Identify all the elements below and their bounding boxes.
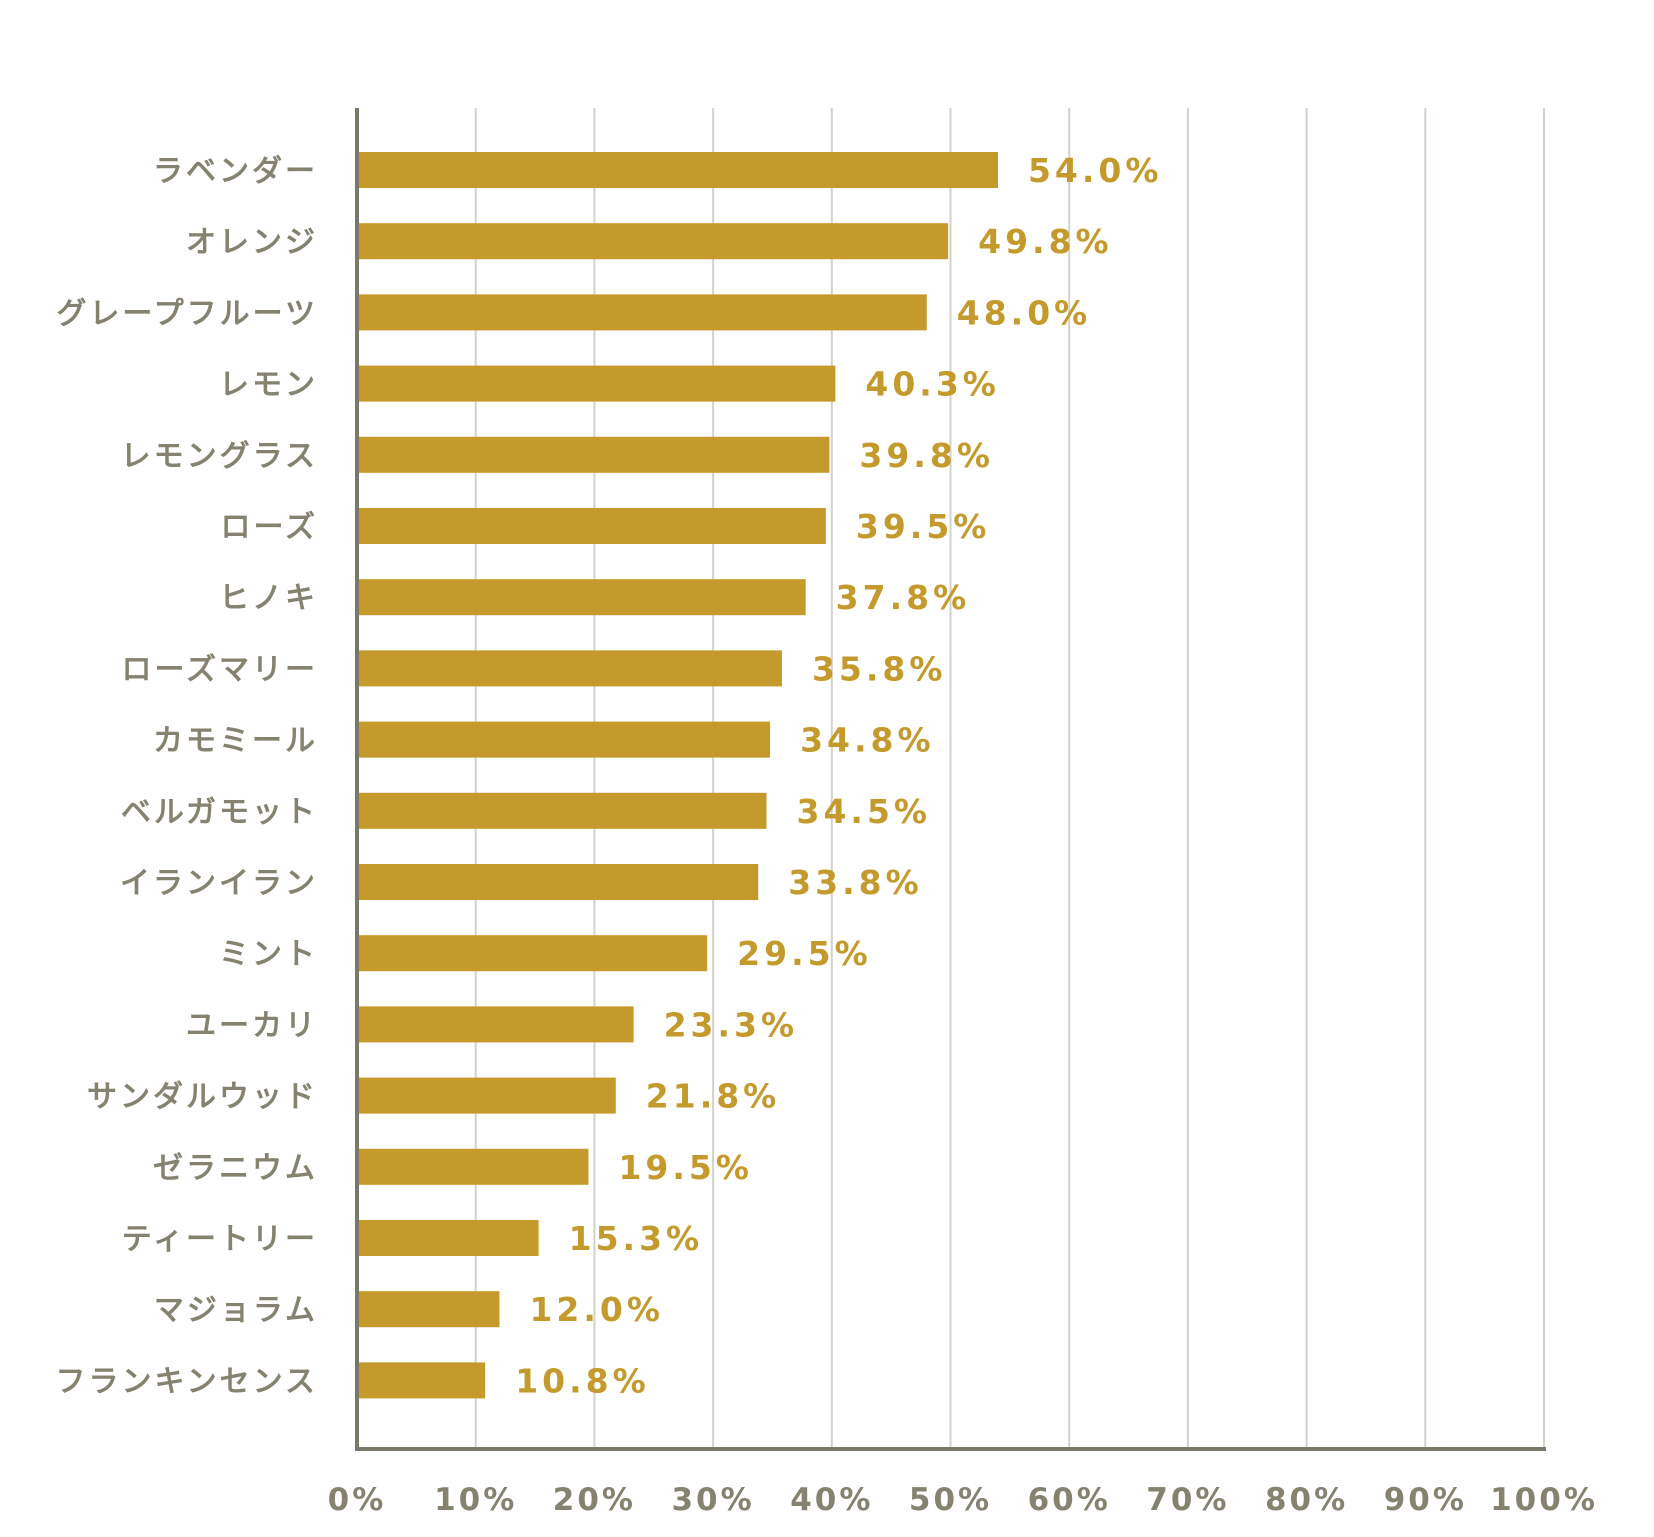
x-tick-label: 80% [1265, 1482, 1348, 1518]
x-tick-label: 90% [1384, 1482, 1467, 1518]
category-label: レモン [219, 368, 318, 403]
value-label: 34.8% [800, 721, 935, 760]
bar-16 [359, 1220, 539, 1256]
bar-9 [359, 721, 771, 758]
value-label: 37.8% [836, 578, 971, 617]
bar-11 [359, 864, 759, 900]
x-tick-label: 30% [671, 1482, 754, 1518]
value-label: 48.0% [957, 293, 1092, 332]
value-label: 35.8% [812, 649, 947, 688]
grid-lines [474, 108, 1545, 1449]
value-label: 15.3% [569, 1219, 704, 1258]
bar-1 [359, 152, 998, 188]
category-label: ユーカリ [186, 1008, 318, 1043]
value-label: 29.5% [737, 934, 872, 973]
category-label: ラベンダー [153, 154, 318, 189]
bar-13 [359, 1006, 634, 1043]
category-label: フランキンセンス [56, 1364, 319, 1399]
category-label: カモミール [153, 724, 318, 759]
category-label: ベルガモット [121, 795, 318, 830]
bar-5 [359, 436, 830, 473]
value-label: 39.8% [859, 436, 994, 475]
value-label: 12.0% [529, 1290, 664, 1329]
labels: ラベンダー 54.0% オレンジ 49.8% グレープフルーツ 48.0% レモン 40.3%… [56, 151, 1598, 1518]
x-tick-label: 60% [1028, 1482, 1111, 1518]
category-label: グレープフルーツ [56, 296, 318, 331]
category-label: サンダルウッド [87, 1080, 318, 1115]
category-label: マジョラム [154, 1293, 318, 1328]
bar-2 [359, 223, 949, 260]
value-label: 54.0% [1028, 151, 1163, 190]
category-label: ローズ [221, 510, 319, 545]
bar-10 [359, 792, 767, 829]
x-tick-label: 70% [1146, 1482, 1229, 1518]
category-label: レモングラス [121, 439, 318, 474]
bar-7 [359, 579, 806, 616]
category-label: イランイラン [120, 866, 318, 901]
bar-8 [359, 650, 782, 687]
category-label: ミント [219, 937, 318, 972]
x-tick-label: 10% [434, 1482, 517, 1518]
value-label: 23.3% [664, 1005, 799, 1044]
bar-4 [359, 365, 836, 402]
category-label: ヒノキ [219, 581, 318, 616]
axes [355, 108, 1546, 1451]
value-label: 49.8% [978, 222, 1113, 261]
bar-6 [359, 508, 826, 544]
value-label: 19.5% [618, 1148, 753, 1187]
category-label: ローズマリー [122, 652, 319, 687]
value-label: 34.5% [797, 792, 932, 831]
category-label: ティートリー [122, 1222, 318, 1257]
category-label: オレンジ [186, 225, 318, 260]
category-label: ゼラニウム [153, 1151, 318, 1186]
bar-15 [359, 1148, 589, 1185]
value-label: 10.8% [515, 1361, 650, 1400]
bars [359, 152, 998, 1399]
bar-3 [359, 294, 927, 331]
bar-14 [359, 1077, 616, 1114]
value-label: 21.8% [646, 1077, 781, 1116]
value-label: 33.8% [788, 863, 923, 902]
bar-17 [359, 1291, 500, 1328]
x-tick-label: 100% [1490, 1482, 1598, 1518]
bar-12 [359, 935, 708, 972]
x-tick-label: 40% [790, 1482, 873, 1518]
bar-18 [359, 1362, 486, 1399]
value-label: 40.3% [865, 365, 1000, 404]
x-tick-label: 0% [328, 1482, 387, 1518]
x-tick-label: 50% [909, 1482, 992, 1518]
value-label: 39.5% [856, 507, 991, 546]
x-tick-label: 20% [553, 1482, 636, 1518]
